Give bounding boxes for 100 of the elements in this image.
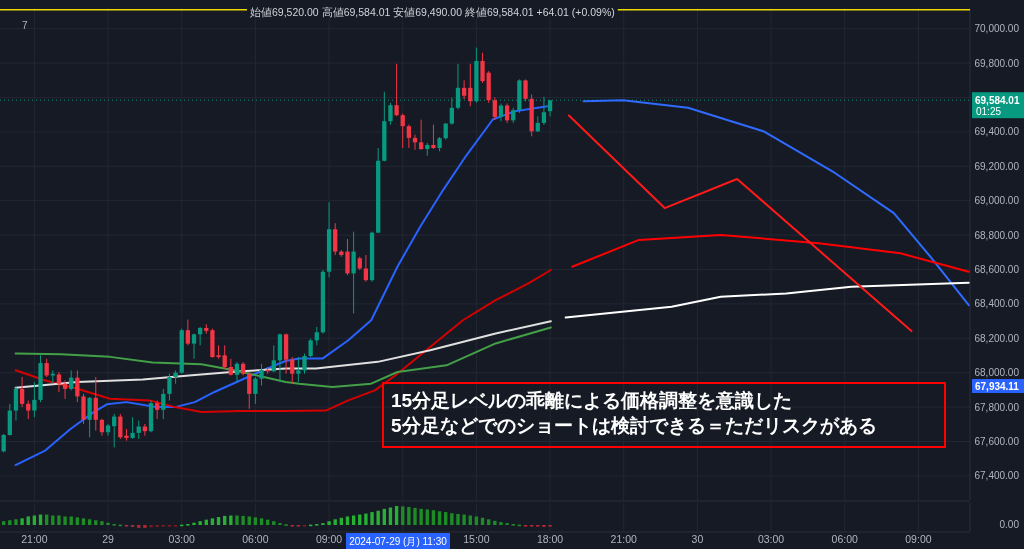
y-tick-label: 69,800.00	[974, 57, 1020, 69]
x-tick-label: 30	[691, 533, 704, 545]
bar	[100, 521, 104, 525]
bar	[2, 521, 6, 525]
bar	[69, 516, 73, 525]
candlestick	[81, 393, 86, 425]
x-tick-label: 15:00	[463, 533, 490, 545]
bar	[407, 506, 411, 525]
candlestick	[523, 78, 528, 102]
candlestick	[185, 319, 191, 346]
bar	[198, 521, 202, 525]
annotation: 15分足レベルの乖離による価格調整を意識した 5分足などでのショートは検討できる＝ただリスクがある	[391, 390, 877, 436]
candlestick	[290, 356, 295, 385]
bar	[192, 522, 196, 525]
bar	[376, 510, 380, 525]
bar	[327, 521, 331, 525]
bar	[437, 511, 442, 525]
bar	[143, 525, 147, 528]
bar	[401, 506, 405, 525]
bar	[431, 510, 436, 525]
candlestick	[253, 376, 258, 405]
candlestick	[296, 356, 301, 383]
bar	[450, 513, 454, 525]
y-tick-label: 67,400.00	[974, 470, 1020, 482]
candlestick	[26, 400, 31, 420]
candlestick	[419, 119, 424, 151]
bar	[63, 516, 67, 525]
candlestick	[167, 373, 172, 402]
candlestick	[461, 79, 467, 100]
bar	[364, 513, 368, 525]
y-tick-label: 67,800.00	[974, 401, 1020, 413]
candlestick	[247, 371, 252, 410]
text: 01:25	[976, 106, 1002, 118]
candlestick	[13, 386, 19, 422]
candlestick	[333, 222, 338, 256]
bar	[81, 518, 86, 525]
candlestick	[234, 361, 240, 383]
line-series	[564, 281, 970, 319]
candlestick	[302, 353, 307, 375]
candlestick	[431, 124, 436, 150]
candlestick	[155, 400, 160, 420]
text: 67,934.11	[975, 381, 1020, 392]
x-tick-label: 09:00	[315, 533, 343, 545]
bar	[137, 525, 141, 528]
ref-line-label: 69,584.01	[975, 95, 1020, 107]
y-tick-label: 69,200.00	[974, 160, 1020, 172]
candlestick	[222, 344, 227, 370]
bar	[8, 520, 12, 525]
bar	[94, 520, 98, 525]
candlestick	[388, 102, 393, 126]
y-tick-label: 68,400.00	[974, 298, 1020, 310]
bar	[456, 513, 460, 525]
candlestick	[271, 344, 276, 373]
candlestick	[394, 63, 399, 117]
bar	[272, 521, 276, 525]
candlestick	[19, 376, 25, 408]
x-tick-label: 06:00	[242, 533, 269, 545]
y-tick-label: 68,800.00	[974, 229, 1020, 241]
y-tick-label: 69,400.00	[974, 126, 1020, 138]
bar	[247, 516, 251, 525]
bar	[87, 519, 92, 525]
candlestick	[161, 388, 166, 420]
candlestick	[351, 231, 356, 315]
candlestick	[118, 413, 123, 440]
y-tick-label: 68,600.00	[974, 263, 1020, 275]
candlestick	[44, 358, 49, 378]
bar	[14, 519, 18, 525]
bar	[487, 519, 491, 525]
candlestick	[130, 416, 135, 440]
x-tick-label: 21:00	[21, 533, 48, 545]
bar	[241, 515, 245, 525]
candlestick	[69, 369, 74, 391]
candlestick	[259, 363, 264, 386]
x-tick-label: 18:00	[536, 533, 564, 545]
line-series	[571, 233, 970, 273]
annotation: 7	[22, 20, 28, 31]
text: 2024-07-29 (月) 11:30	[349, 536, 448, 547]
candlestick	[62, 379, 68, 400]
candlestick	[363, 254, 369, 283]
candlestick	[541, 96, 547, 126]
y-tick-label: 68,200.00	[974, 332, 1020, 344]
bar	[333, 519, 337, 525]
candlestick	[400, 113, 405, 149]
bar	[413, 507, 417, 525]
bar	[493, 520, 497, 525]
bar	[462, 514, 466, 525]
candlestick	[468, 63, 473, 107]
x-tick-label: 03:00	[757, 533, 785, 545]
x-tick-label: 03:00	[168, 533, 196, 545]
candlestick	[87, 396, 92, 438]
x-tick-label: 09:00	[905, 533, 932, 545]
candlestick	[406, 124, 412, 149]
candlestick	[314, 326, 319, 346]
candlestick	[1, 433, 6, 454]
x-tick-label: 21:00	[610, 533, 638, 545]
candlestick	[93, 376, 98, 431]
bar	[419, 508, 423, 525]
bar	[474, 516, 479, 525]
candlestick	[75, 369, 80, 403]
bar	[149, 525, 153, 528]
